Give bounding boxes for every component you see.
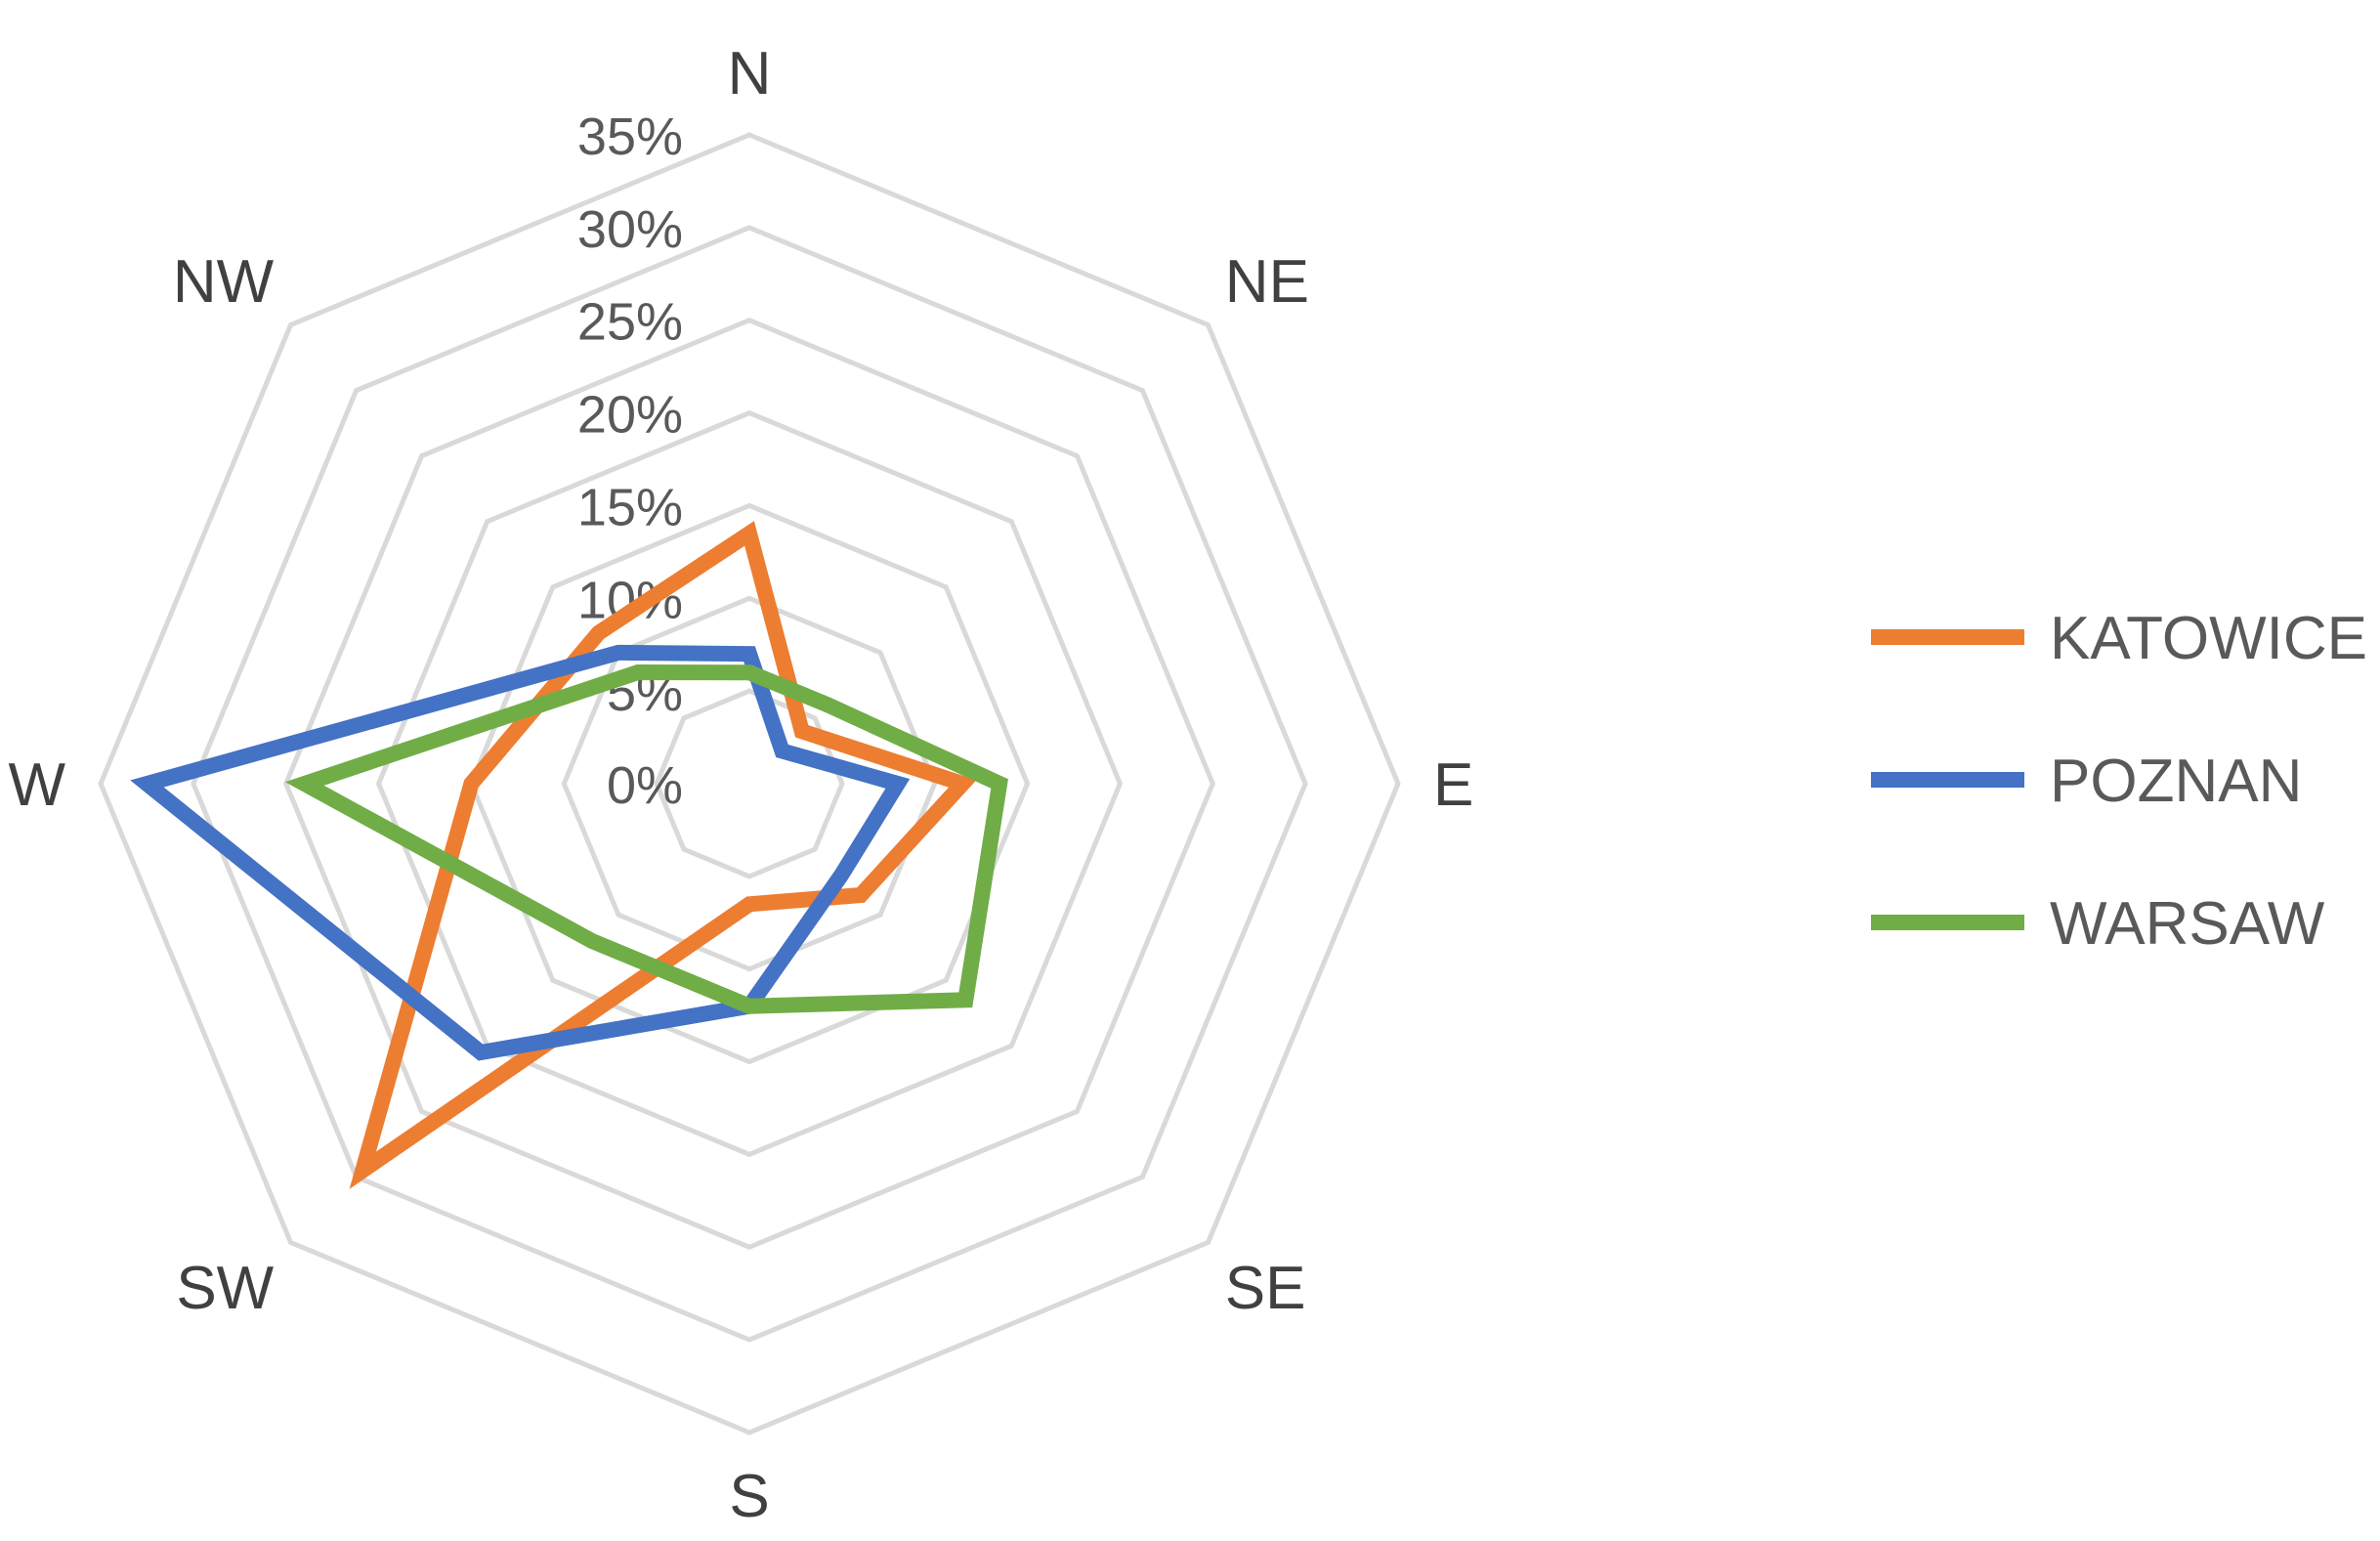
legend-label-poznan: POZNAN	[2050, 748, 2302, 815]
direction-label-e: E	[1433, 751, 1473, 819]
legend-label-warsaw: WARSAW	[2050, 890, 2325, 958]
tick-label: 20%	[577, 386, 683, 445]
direction-labels: N NE E SE S SW W NW	[8, 40, 1473, 1530]
grid-ring	[561, 595, 938, 972]
legend: KATOWICE POZNAN WARSAW	[1871, 605, 2367, 958]
direction-label-se: SE	[1225, 1255, 1306, 1322]
tick-label: 35%	[577, 107, 683, 166]
grid-ring	[282, 317, 1216, 1251]
legend-label-katowice: KATOWICE	[2050, 605, 2367, 672]
grid-ring	[191, 225, 1308, 1343]
direction-label-s: S	[729, 1463, 769, 1530]
series-warsaw	[284, 663, 1008, 1014]
direction-label-ne: NE	[1225, 248, 1309, 316]
radar-grid	[98, 132, 1401, 1435]
tick-label: 0%	[607, 756, 683, 815]
data-series	[130, 521, 1008, 1189]
series-katowice	[349, 521, 977, 1189]
tick-label: 25%	[577, 293, 683, 352]
tick-label: 30%	[577, 200, 683, 259]
direction-label-sw: SW	[176, 1255, 274, 1322]
grid-ring	[375, 409, 1124, 1158]
grid-ring	[654, 688, 845, 879]
grid-ring	[468, 502, 1031, 1065]
tick-label: 15%	[577, 478, 683, 536]
direction-label-n: N	[728, 40, 772, 107]
direction-label-w: W	[8, 751, 65, 819]
direction-label-nw: NW	[173, 248, 275, 316]
grid-ring	[98, 132, 1401, 1435]
